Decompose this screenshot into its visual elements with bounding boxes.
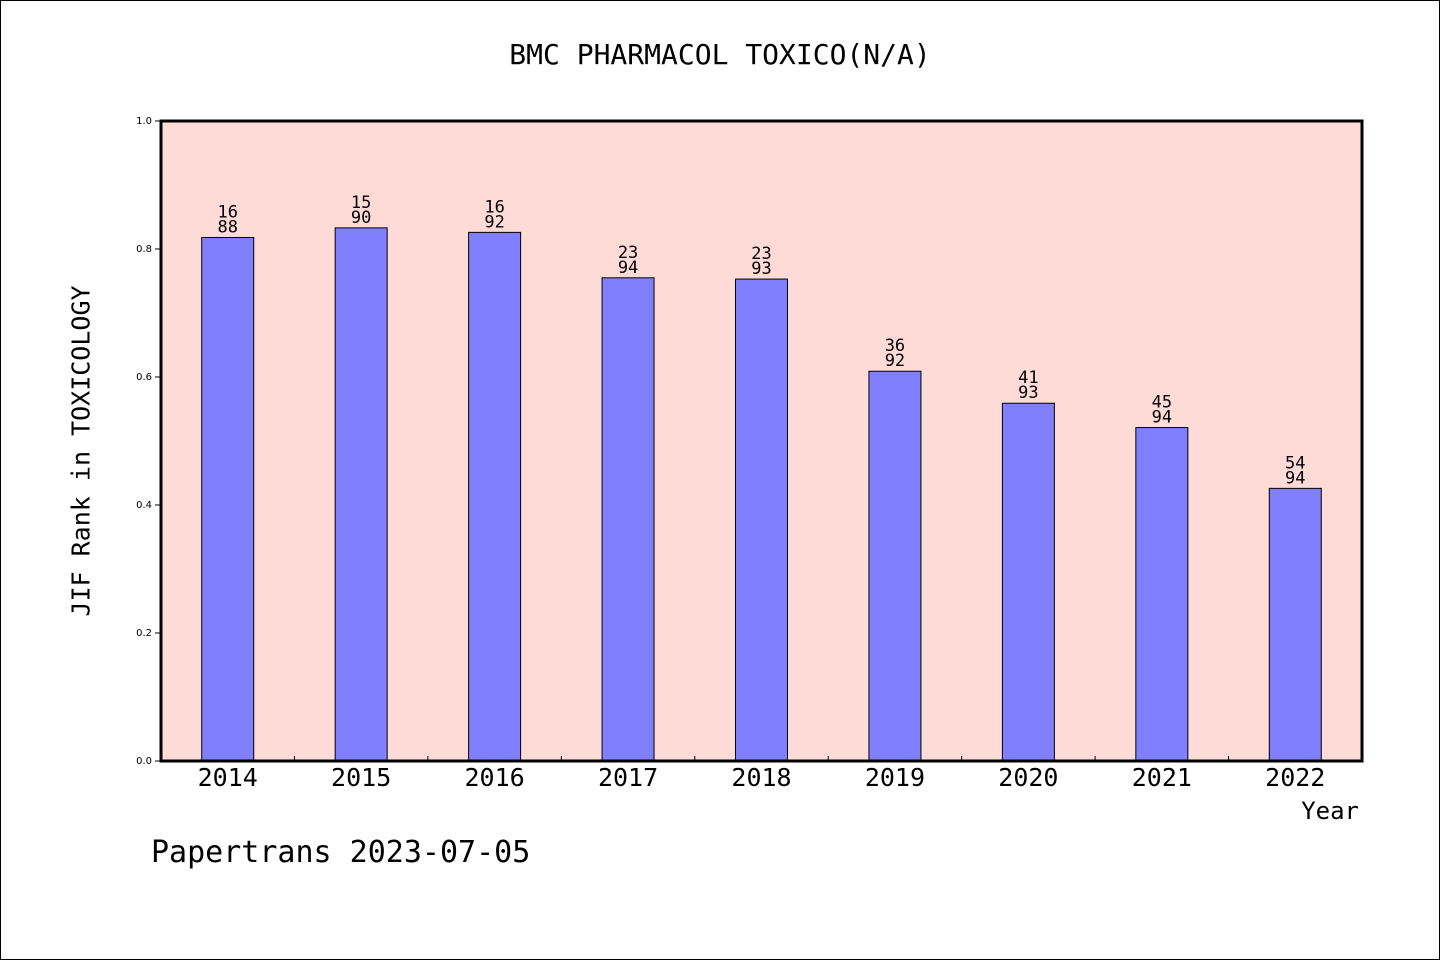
bar-2021: [1135, 427, 1189, 762]
y-axis-title: JIF Rank in TOXICOLOGY: [66, 285, 96, 617]
x-tick-label-2018: 2018: [731, 763, 791, 792]
rank-label-2014: 16: [217, 202, 237, 222]
total-label-2015: 90: [351, 208, 371, 228]
chart-title: BMC PHARMACOL TOXICO(N/A): [509, 38, 931, 71]
total-label-2016: 92: [484, 212, 504, 232]
rank-label-2019: 36: [885, 336, 905, 356]
x-axis-title: Year: [1301, 797, 1359, 825]
y-tick-label-0.6: 0.6: [136, 372, 152, 383]
total-label-2019: 92: [885, 351, 905, 371]
total-label-2021: 94: [1152, 408, 1172, 428]
footer-text: Papertrans 2023-07-05: [151, 835, 531, 870]
rank-label-2022: 54: [1285, 453, 1305, 473]
plot-border: [159, 119, 1364, 763]
rank-label-2016: 16: [484, 197, 504, 217]
total-label-2017: 94: [618, 258, 638, 278]
x-tick-label-2022: 2022: [1265, 763, 1325, 792]
x-tick-label-2014: 2014: [198, 763, 258, 792]
rank-label-2015: 15: [351, 193, 371, 213]
x-tick-label-2019: 2019: [865, 763, 925, 792]
y-tick-label-1.0: 1.0: [136, 116, 152, 127]
bar-2015: [334, 227, 388, 762]
y-tick-label-0.8: 0.8: [136, 244, 152, 255]
x-tick-label-2016: 2016: [465, 763, 525, 792]
x-tick-label-2015: 2015: [331, 763, 391, 792]
x-tick-label-2020: 2020: [998, 763, 1058, 792]
bar-2020: [1001, 402, 1055, 762]
total-label-2022: 94: [1285, 468, 1305, 488]
total-label-2020: 93: [1018, 383, 1038, 403]
bar-2017: [601, 277, 655, 762]
bar-2019: [868, 370, 922, 762]
bar-2018: [735, 278, 788, 762]
rank-label-2021: 45: [1152, 393, 1172, 413]
rank-label-2020: 41: [1018, 368, 1038, 388]
bar-2014: [201, 236, 255, 762]
y-tick-label-0.0: 0.0: [136, 756, 152, 767]
bar-2022: [1268, 487, 1322, 762]
rank-label-2018: 23: [751, 244, 771, 264]
y-tick-label-0.2: 0.2: [136, 628, 152, 639]
total-label-2014: 88: [217, 217, 237, 237]
x-tick-label-2021: 2021: [1132, 763, 1192, 792]
y-tick-label-0.4: 0.4: [136, 500, 152, 511]
rank-label-2017: 23: [618, 243, 638, 263]
x-tick-label-2017: 2017: [598, 763, 658, 792]
total-label-2018: 93: [751, 259, 771, 279]
bar-2016: [468, 231, 522, 762]
